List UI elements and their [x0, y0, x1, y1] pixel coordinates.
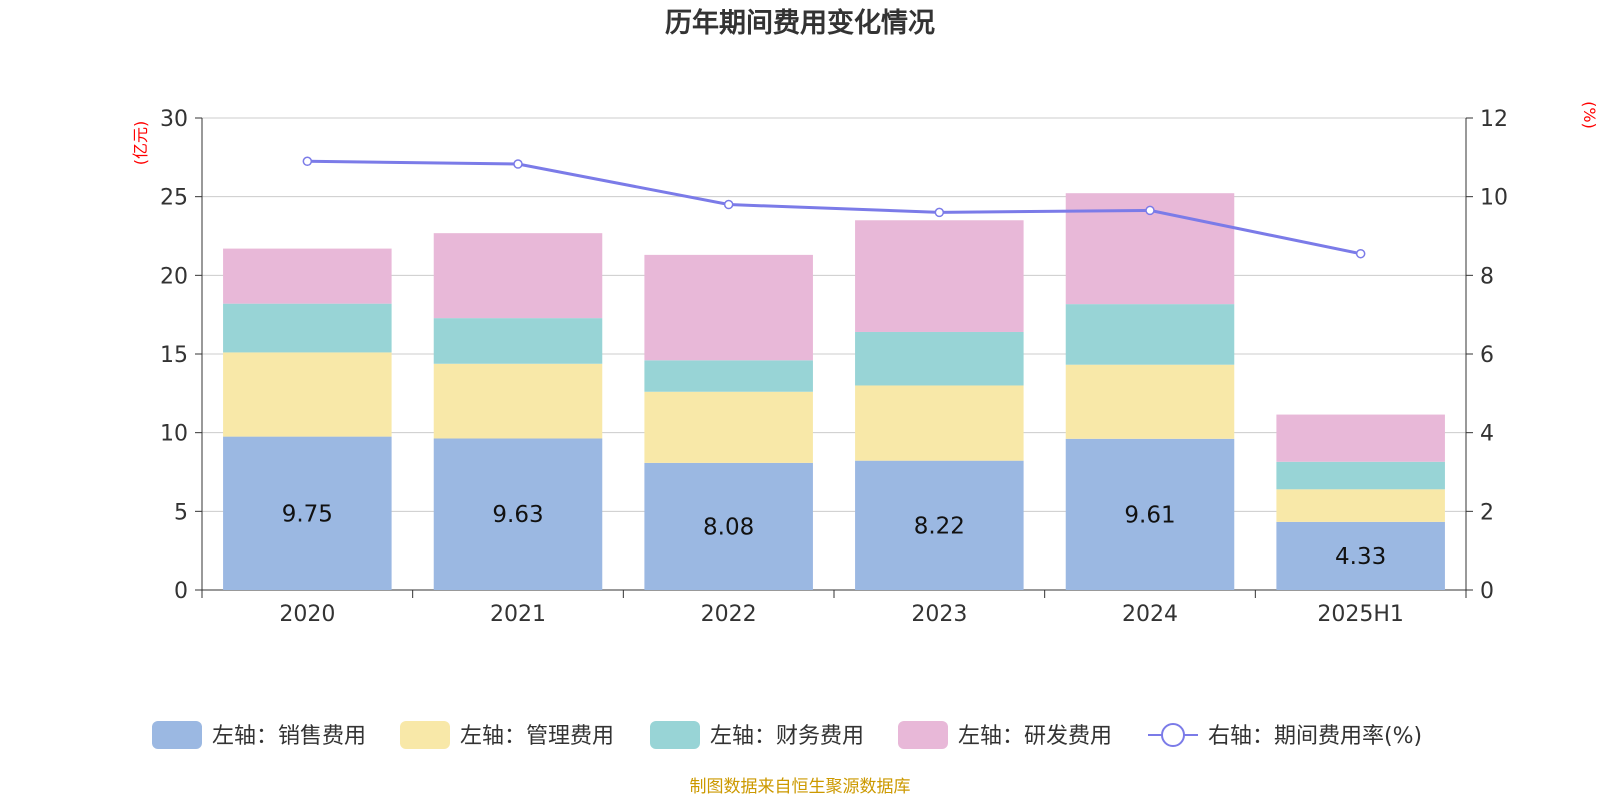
bar — [855, 460, 1024, 590]
x-axis-tick-label: 2020 — [279, 602, 335, 627]
bar — [223, 352, 392, 437]
left-axis-tick-label: 10 — [160, 422, 188, 447]
bar — [1065, 438, 1235, 590]
legend-swatch — [650, 721, 700, 749]
bar — [644, 360, 813, 392]
bar-value-label: 8.08 — [703, 514, 754, 540]
bar-value-label: 8.22 — [914, 513, 965, 539]
right-axis-tick-label: 10 — [1480, 186, 1508, 211]
bar — [433, 363, 603, 439]
bar-value-label: 9.61 — [1124, 502, 1175, 528]
left-axis-tick-label: 25 — [160, 186, 188, 211]
bar — [1276, 414, 1445, 462]
legend-swatch — [898, 721, 948, 749]
line-point — [934, 207, 945, 218]
gridlines — [202, 117, 1466, 512]
x-axis-tick-label: 2022 — [701, 602, 757, 627]
left-axis-tick-label: 30 — [160, 107, 188, 132]
bar-value-label: 4.33 — [1335, 544, 1386, 570]
bar — [855, 331, 1024, 386]
legend-swatch — [152, 721, 202, 749]
left-axis-tick-label: 15 — [160, 343, 188, 368]
bar — [644, 462, 813, 590]
right-axis-tick-label: 8 — [1480, 264, 1494, 289]
bar — [1276, 521, 1445, 590]
right-axis-tick-label: 6 — [1480, 343, 1494, 368]
left-axis-tick-label: 5 — [174, 500, 188, 525]
line-path — [307, 159, 1361, 256]
x-axis-tick-label: 2024 — [1122, 602, 1178, 627]
left-axis-tick-label: 20 — [160, 264, 188, 289]
legend-label: 左轴：财务费用 — [710, 724, 864, 749]
legend-label: 左轴：销售费用 — [212, 724, 366, 749]
bar-value-label: 9.75 — [282, 501, 333, 527]
bar — [1065, 364, 1235, 439]
x-axis-tick-label: 2023 — [911, 602, 967, 627]
bar — [223, 248, 392, 304]
bar — [644, 391, 813, 463]
bar — [1276, 489, 1445, 522]
bar-value-label: 9.63 — [492, 502, 543, 528]
left-axis-unit: (亿元) — [131, 121, 150, 166]
bar-labels: 9.75 9.63 8.08 8.22 9.61 4.33 — [282, 501, 1387, 570]
legend-label: 右轴：期间费用率(%) — [1208, 724, 1422, 749]
line-point — [513, 159, 523, 169]
right-axis-tick-label: 4 — [1480, 422, 1494, 447]
line-point — [1145, 205, 1155, 216]
bar — [433, 233, 603, 319]
legend-swatch — [400, 721, 450, 749]
legend-label: 左轴：管理费用 — [460, 724, 614, 749]
line-point — [302, 156, 313, 167]
bar — [1065, 304, 1235, 365]
source-note: 制图数据来自恒生聚源数据库 — [690, 777, 911, 797]
bar — [223, 303, 392, 353]
chart-title: 历年期间费用变化情况 — [665, 7, 935, 39]
line-point — [1355, 248, 1366, 259]
legend-marker — [1161, 723, 1185, 747]
bar — [855, 385, 1024, 461]
x-axis-tick-label: 2025H1 — [1317, 602, 1404, 627]
legend-label: 左轴：研发费用 — [958, 724, 1112, 749]
axes: 0 5 10 15 20 25 30 0 2 4 6 8 10 12 2020 2021 2022 2023 202… — [160, 107, 1508, 627]
line-point — [723, 199, 734, 210]
x-axis-tick-label: 2021 — [490, 602, 546, 627]
right-axis-tick-label: 12 — [1480, 107, 1508, 132]
right-axis-tick-label: 2 — [1480, 500, 1494, 525]
bar — [644, 254, 813, 361]
legend: 左轴：销售费用 左轴：管理费用 左轴：财务费用 左轴：研发费用 右轴：期间费用率(%) — [152, 721, 1422, 749]
line-series — [302, 156, 1366, 259]
left-axis-tick-label: 0 — [174, 579, 188, 604]
bar — [433, 318, 603, 364]
bar — [855, 220, 1024, 332]
bar — [1276, 461, 1445, 490]
bars — [223, 193, 1445, 590]
right-axis-tick-label: 0 — [1480, 579, 1494, 604]
right-axis-unit: (%) — [1580, 101, 1599, 129]
bar — [433, 438, 603, 590]
bar — [223, 436, 392, 590]
